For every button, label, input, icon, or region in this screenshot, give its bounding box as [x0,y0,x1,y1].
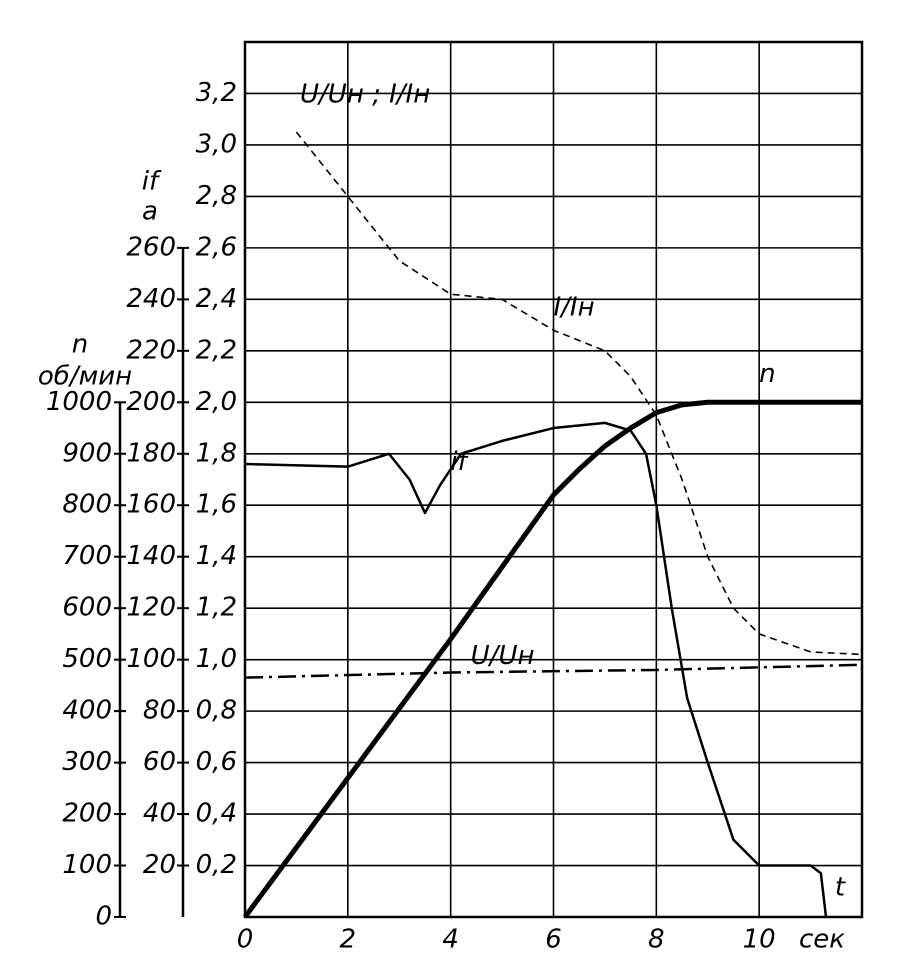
y3-axis-tick-label: 500 [62,644,112,674]
y2-axis-tick-label: 100 [126,644,176,674]
y-tick-label: 2,4 [196,284,237,314]
y-tick-label: 1,6 [196,490,237,520]
y3-axis-tick-label: 400 [62,696,112,726]
y-axis-title: U/Uн ; I/Iн [300,80,430,110]
y2-axis-tick-label: 20 [143,850,176,880]
y2-axis-tick-label: 240 [126,284,176,314]
y2-axis-title: if [142,167,162,197]
series-label: if [450,447,470,477]
series-label: I/Iн [554,293,595,323]
series-line [242,399,862,919]
series-line [295,131,863,656]
x-tick-label: 10 [743,925,776,955]
y-tick-label: 2,6 [196,232,237,262]
y-tick-label: 2,2 [196,335,237,365]
series-label: n [759,359,775,389]
series-line [244,421,828,918]
y3-axis-tick-label: 600 [62,593,112,623]
y2-axis-tick-label: 40 [143,799,176,829]
y-tick-label: 3,2 [196,78,237,108]
y-tick-label: 1,2 [196,593,237,623]
y2-axis-tick-label: 220 [126,335,176,365]
y2-axis-tick-label: 120 [126,593,176,623]
y-tick-label: 1,4 [196,541,237,571]
y-tick-label: 3,0 [196,129,237,159]
y-tick-label: 2,0 [196,387,237,417]
y2-axis-tick-label: 80 [143,696,176,726]
y3-axis-tick-label: 1000 [46,387,112,417]
y2-axis-tick-label: 180 [126,438,176,468]
y3-axis-tick-label: 100 [62,850,112,880]
y-tick-label: 0,2 [196,850,237,880]
x-tick-label: 6 [545,925,562,955]
y2-axis-tick-label: 140 [126,541,176,571]
series-label: U/Uн [471,641,535,671]
y3-axis-tick-label: 200 [62,799,112,829]
y-tick-label: 0,4 [196,799,237,829]
x-tick-label: 8 [648,925,665,955]
y3-axis-tick-label: 0 [95,902,112,932]
y3-axis-tick-label: 900 [62,438,112,468]
y3-axis-title: n [72,330,88,360]
x-tick-label: 4 [442,925,459,955]
y3-axis-tick-label: 700 [62,541,112,571]
y3-axis-tick-label: 800 [62,490,112,520]
y2-axis-tick-label: 60 [143,747,176,777]
y2-axis-tick-label: 260 [126,232,176,262]
series-line [244,663,863,679]
y2-axis-tick-label: 200 [126,387,176,417]
y3-axis-unit: об/мин [38,362,132,392]
y2-axis-tick-label: 160 [126,490,176,520]
x-axis-title: t [835,873,846,903]
y3-axis-tick-label: 300 [62,747,112,777]
y-tick-label: 2,8 [196,181,237,211]
y-tick-label: 0,8 [196,696,237,726]
y-tick-label: 1,0 [196,644,237,674]
x-tick-label: 2 [340,925,357,955]
x-tick-label: 0 [237,925,254,955]
y-tick-label: 1,8 [196,438,237,468]
y-tick-label: 0,6 [196,747,237,777]
y2-axis-unit: a [142,197,158,227]
x-axis-unit: сек [799,925,845,955]
